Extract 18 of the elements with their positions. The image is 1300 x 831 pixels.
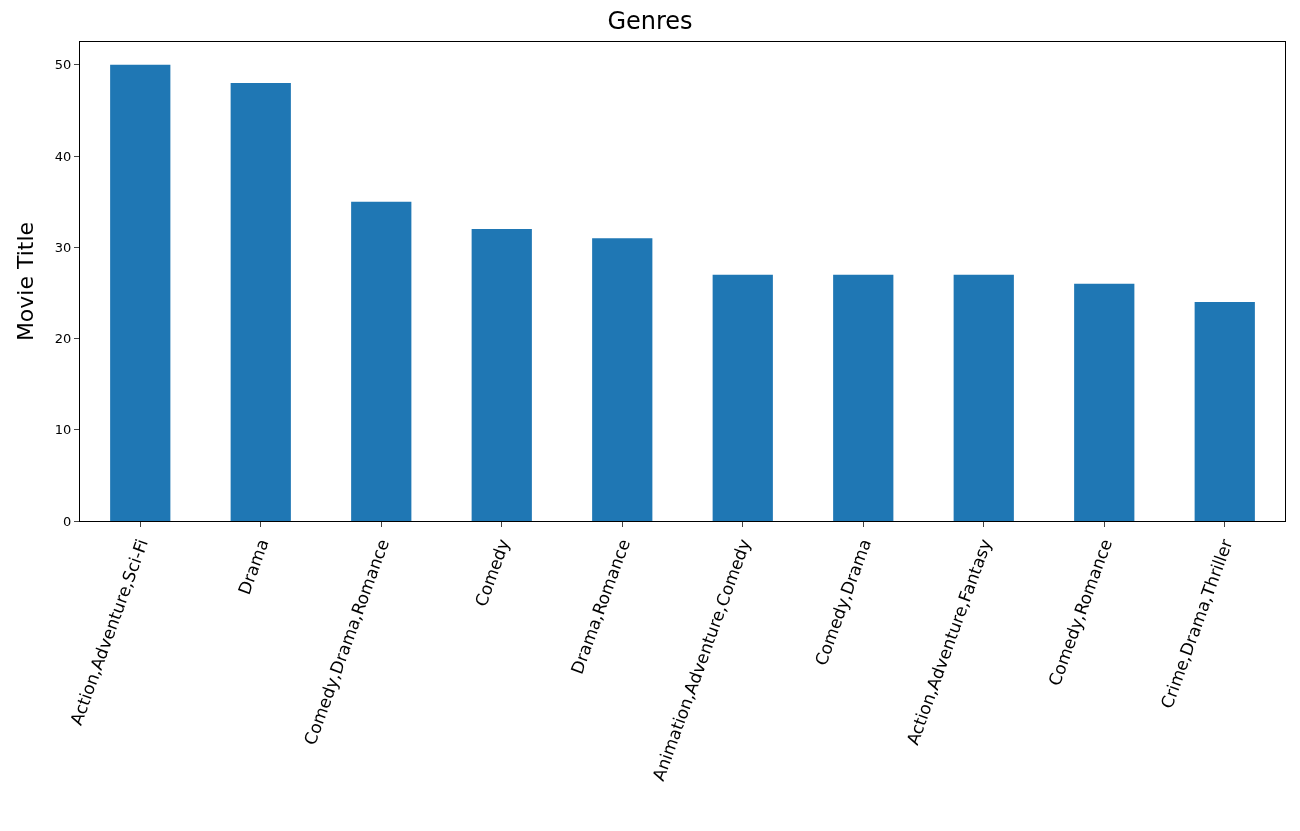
bar xyxy=(1074,283,1135,521)
bar xyxy=(230,83,291,521)
y-tick-label: 40 xyxy=(54,148,72,164)
bar xyxy=(953,274,1014,521)
y-tick-label: 30 xyxy=(54,239,72,255)
bar xyxy=(110,64,171,521)
y-tick-label: 20 xyxy=(54,331,72,347)
y-tick-label: 10 xyxy=(54,422,72,438)
bar xyxy=(471,229,532,521)
y-tick-label: 0 xyxy=(63,513,72,529)
bar xyxy=(833,274,894,521)
y-axis-title: Movie Title xyxy=(12,221,38,342)
bar xyxy=(1194,302,1255,521)
chart-title: Genres xyxy=(607,7,693,36)
y-tick-label: 50 xyxy=(54,57,72,73)
bar xyxy=(351,201,412,521)
bar xyxy=(712,274,773,521)
bar xyxy=(592,238,653,521)
